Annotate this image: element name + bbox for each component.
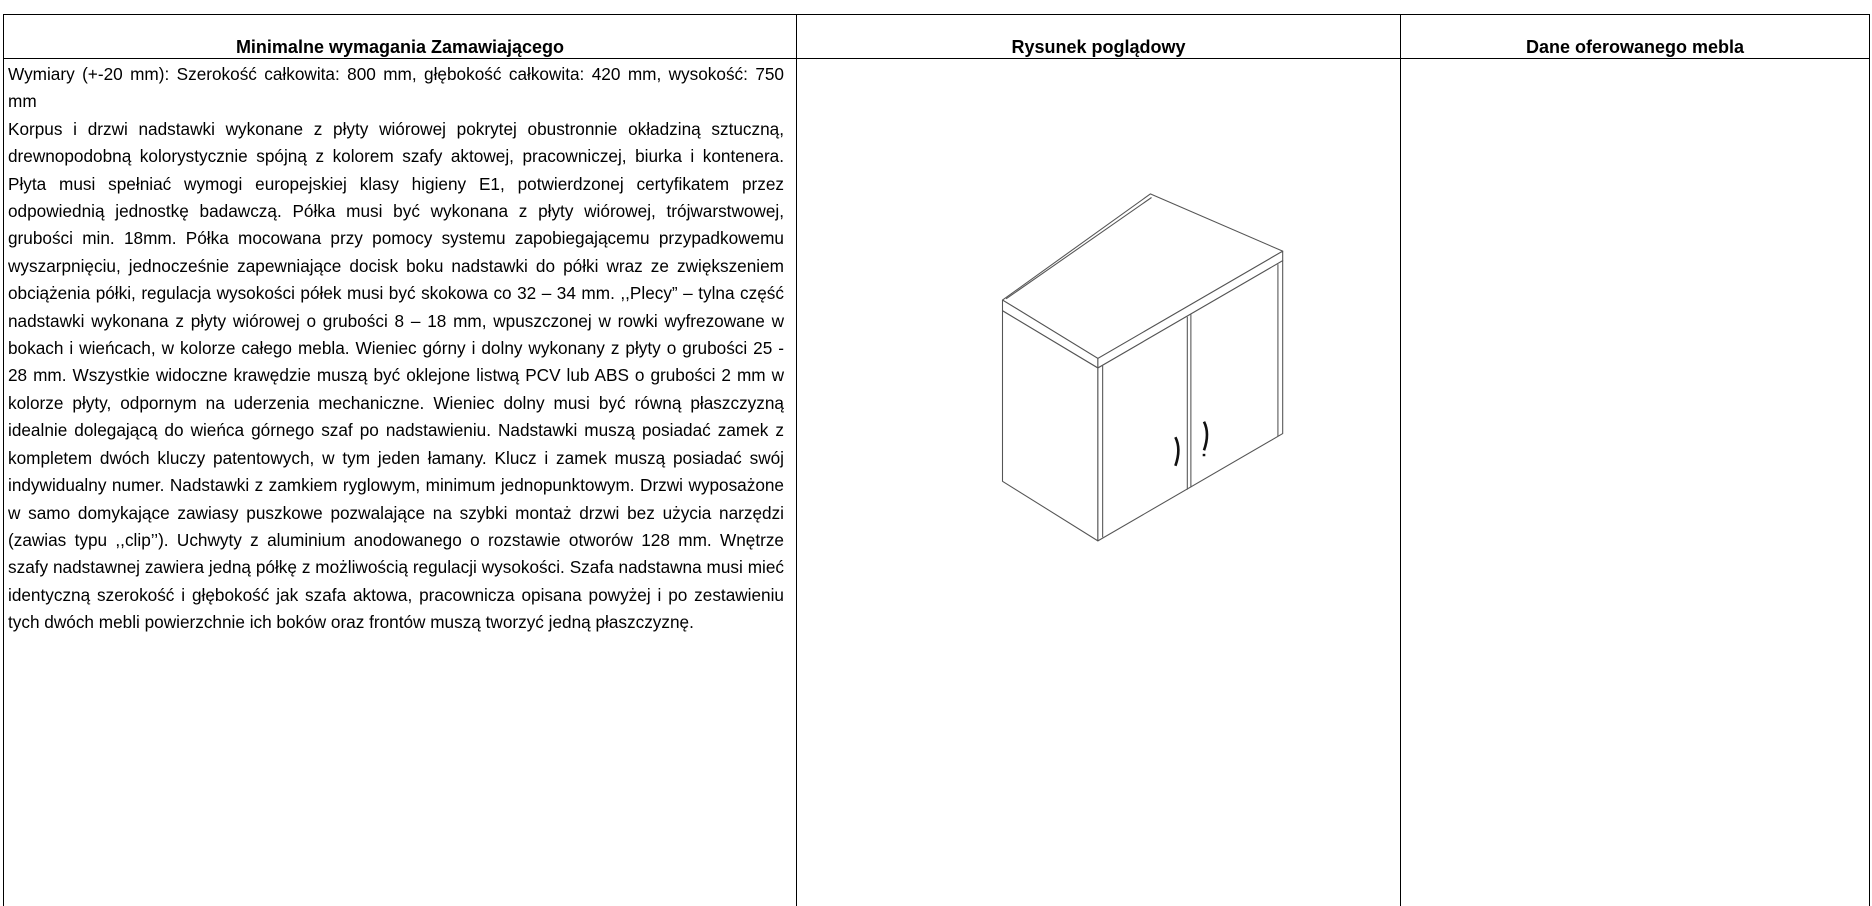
offer-cell (1400, 58, 1870, 906)
cabinet-drawing (1001, 193, 1284, 542)
header-row: Minimalne wymagania Zamawiającego Rysune… (3, 14, 1870, 59)
drawing-cell (796, 58, 1401, 906)
column-header: Dane oferowanego mebla (1400, 14, 1870, 59)
column-header: Minimalne wymagania Zamawiającego (3, 14, 797, 59)
paragraph: Korpus i drzwi nadstawki wykonane z płyt… (8, 118, 784, 633)
body-row: Wymiary (+-20 mm): Szerokość całkowita: … (3, 58, 1870, 906)
column-header: Rysunek poglądowy (796, 14, 1401, 59)
paragraph: Wymiary (+-20 mm): Szerokość całkowita: … (8, 64, 784, 112)
requirements-cell: Wymiary (+-20 mm): Szerokość całkowita: … (3, 58, 797, 906)
spec-table: Minimalne wymagania Zamawiającego Rysune… (3, 14, 1870, 906)
